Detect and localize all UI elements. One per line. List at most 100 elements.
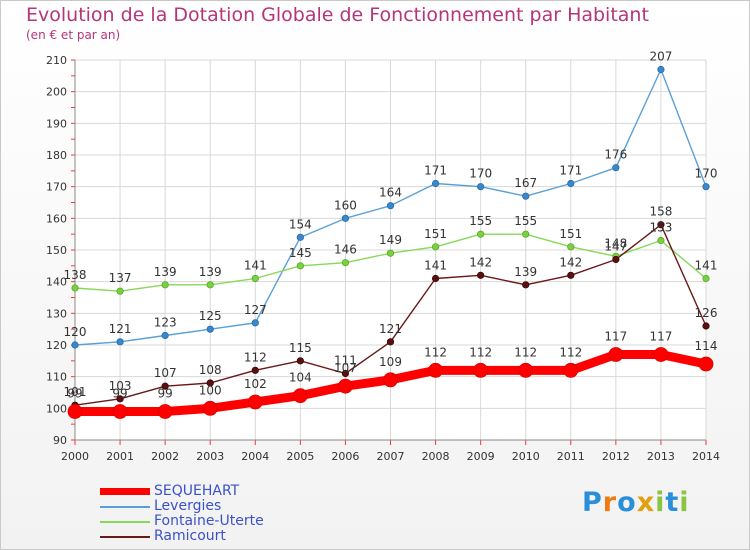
x-tick-label: 2006 (331, 450, 359, 463)
data-point-sequehart (473, 362, 489, 378)
data-point-sequehart (112, 404, 128, 419)
data-label-sequehart: 117 (604, 330, 627, 344)
legend-swatch-ramicourt (100, 536, 150, 538)
data-label-fontaine-uterte: 155 (514, 214, 537, 228)
data-label-levergies: 121 (109, 322, 132, 336)
data-point-sequehart (338, 378, 353, 394)
data-point-ramicourt (341, 369, 350, 378)
x-tick-label: 2008 (422, 450, 450, 463)
data-point-levergies (567, 179, 575, 188)
data-point-sequehart (518, 362, 534, 378)
data-label-sequehart: 99 (158, 387, 173, 401)
data-label-fontaine-uterte: 149 (379, 233, 402, 247)
data-point-sequehart (292, 388, 308, 404)
y-tick-label: 120 (46, 339, 67, 352)
data-point-sequehart (67, 404, 83, 419)
data-label-levergies: 171 (424, 164, 447, 178)
chart-subtitle: (en € et par an) (26, 28, 121, 42)
data-label-fontaine-uterte: 151 (424, 227, 447, 241)
data-point-sequehart (653, 347, 669, 362)
data-label-fontaine-uterte: 148 (604, 236, 627, 250)
data-label-levergies: 154 (289, 217, 312, 231)
data-point-sequehart (383, 372, 398, 388)
data-label-sequehart: 114 (695, 339, 718, 353)
data-label-fontaine-uterte: 145 (289, 246, 312, 260)
logo-letter: o (617, 487, 637, 518)
data-label-levergies: 167 (514, 176, 537, 190)
data-point-sequehart (563, 362, 579, 378)
x-tick-label: 2005 (286, 450, 314, 463)
data-point-levergies (386, 202, 395, 210)
x-tick-label: 2011 (557, 450, 585, 463)
data-point-fontaine-uterte (522, 230, 530, 238)
data-point-fontaine-uterte (161, 281, 169, 289)
data-point-fontaine-uterte (116, 287, 124, 295)
data-label-sequehart: 112 (559, 345, 582, 359)
y-tick-label: 150 (46, 244, 67, 257)
data-label-sequehart: 104 (289, 371, 312, 385)
x-tick-label: 2001 (106, 450, 134, 463)
data-label-ramicourt: 158 (649, 205, 672, 219)
data-point-ramicourt (477, 271, 485, 279)
y-tick-label: 180 (46, 149, 67, 162)
data-label-ramicourt: 108 (199, 363, 222, 377)
data-label-sequehart: 100 (199, 383, 222, 397)
data-point-levergies (431, 179, 440, 188)
data-point-fontaine-uterte (431, 243, 440, 251)
legend-label-levergies: Levergies (154, 498, 222, 514)
data-label-fontaine-uterte: 151 (559, 227, 582, 241)
data-label-levergies: 127 (244, 303, 267, 317)
data-point-ramicourt (431, 274, 440, 283)
data-label-ramicourt: 147 (604, 240, 627, 254)
data-label-sequehart: 112 (514, 345, 537, 359)
data-point-ramicourt (161, 382, 169, 390)
data-point-sequehart (202, 400, 218, 416)
data-point-fontaine-uterte (702, 274, 710, 283)
data-point-fontaine-uterte (71, 284, 79, 292)
data-label-ramicourt: 115 (289, 341, 312, 355)
data-label-ramicourt: 103 (109, 379, 132, 393)
data-point-ramicourt (522, 281, 530, 289)
legend-label-ramicourt: Ramicourt (154, 528, 226, 544)
data-label-sequehart: 109 (379, 355, 402, 369)
data-point-levergies (206, 325, 214, 333)
data-point-sequehart (247, 394, 263, 410)
proxiti-logo[interactable]: Proxiti (582, 487, 690, 518)
data-label-ramicourt: 101 (64, 385, 87, 399)
data-point-levergies (612, 164, 620, 172)
data-point-fontaine-uterte (386, 249, 395, 257)
data-label-levergies: 207 (649, 50, 672, 64)
legend-swatch-sequehart (100, 488, 150, 495)
data-label-levergies: 171 (559, 164, 582, 178)
x-tick-label: 2013 (647, 450, 675, 463)
data-point-levergies (161, 331, 169, 340)
y-tick-label: 90 (53, 434, 67, 447)
x-tick-label: 2002 (151, 450, 179, 463)
data-point-ramicourt (702, 322, 710, 330)
data-point-levergies (116, 338, 124, 346)
chart-title: Evolution de la Dotation Globale de Fonc… (26, 4, 649, 26)
data-label-sequehart: 99 (112, 387, 127, 401)
data-label-ramicourt: 112 (244, 350, 267, 364)
data-label-ramicourt: 139 (514, 265, 537, 279)
data-label-fontaine-uterte: 141 (244, 259, 267, 273)
data-label-fontaine-uterte: 146 (334, 243, 357, 257)
data-label-levergies: 170 (469, 167, 492, 181)
data-label-sequehart: 102 (244, 377, 267, 391)
data-point-fontaine-uterte (567, 243, 575, 251)
data-label-levergies: 176 (604, 148, 627, 162)
data-point-sequehart (428, 362, 443, 378)
data-point-fontaine-uterte (206, 281, 214, 289)
y-tick-label: 200 (46, 86, 67, 99)
data-label-levergies: 123 (154, 316, 177, 330)
x-tick-label: 2007 (377, 450, 405, 463)
data-label-fontaine-uterte: 139 (199, 265, 222, 279)
data-point-ramicourt (206, 379, 214, 387)
data-point-fontaine-uterte (477, 230, 485, 238)
y-tick-label: 170 (46, 181, 67, 194)
data-label-ramicourt: 121 (379, 322, 402, 336)
data-point-ramicourt (657, 221, 665, 229)
data-label-ramicourt: 142 (559, 255, 582, 269)
data-point-sequehart (157, 404, 173, 419)
data-point-levergies (477, 183, 485, 191)
